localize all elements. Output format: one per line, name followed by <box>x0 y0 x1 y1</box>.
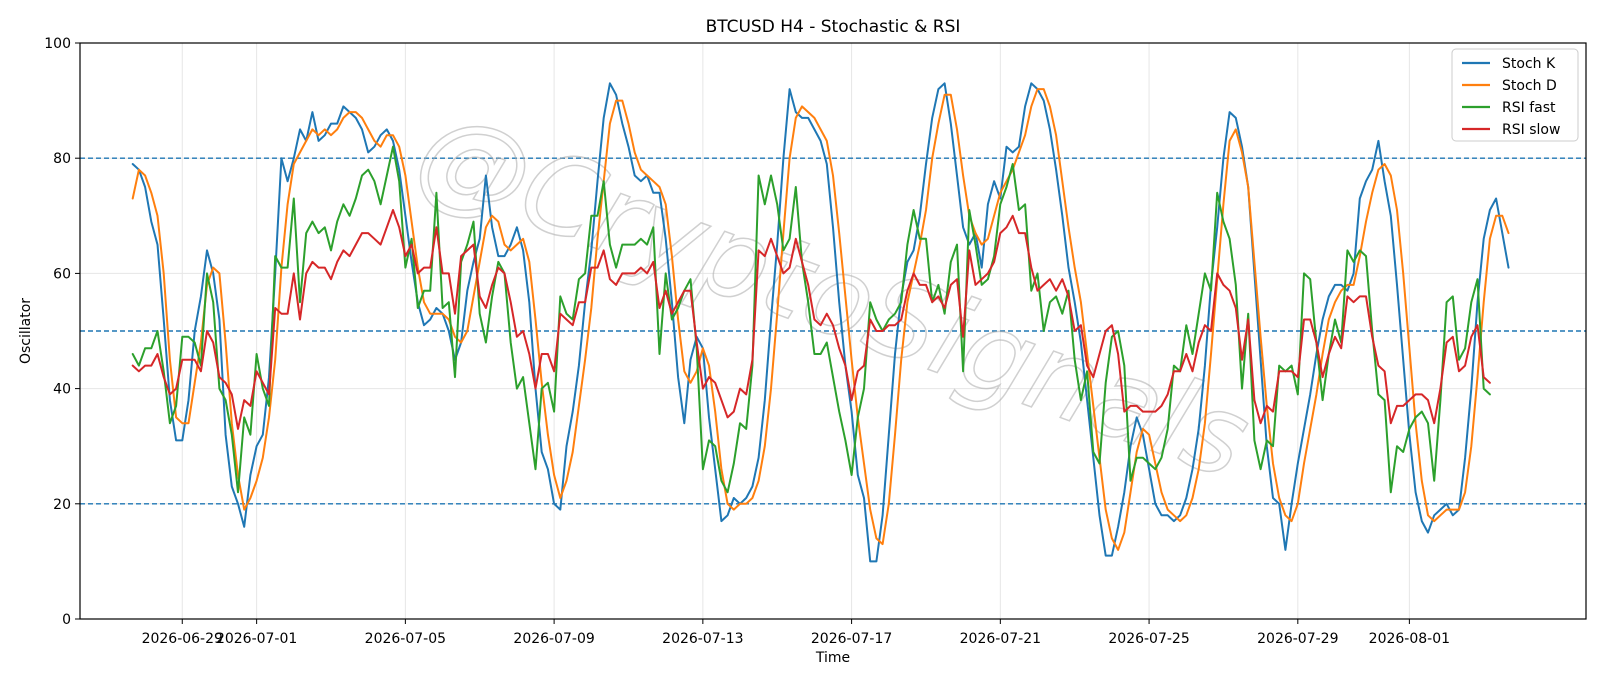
x-axis-label: Time <box>815 650 850 666</box>
x-tick-label: 2026-06-29 <box>142 631 223 647</box>
y-tick-label: 0 <box>62 612 71 628</box>
legend-label-stoch-k: Stoch K <box>1502 56 1556 72</box>
x-tick-label: 2026-07-17 <box>811 631 892 647</box>
x-tick-label: 2026-07-21 <box>960 631 1041 647</box>
x-tick-label: 2026-07-09 <box>513 631 594 647</box>
plot-frame <box>79 42 1587 620</box>
x-tick-label: 2026-07-01 <box>216 631 297 647</box>
x-tick-label: 2026-07-29 <box>1257 631 1338 647</box>
series-line-stoch-k <box>131 82 1510 563</box>
y-tick-label: 100 <box>44 36 71 52</box>
x-tick-label: 2026-07-13 <box>662 631 743 647</box>
y-tick-label: 20 <box>53 497 71 513</box>
x-tick-label: 2026-08-01 <box>1369 631 1450 647</box>
y-tick-label: 40 <box>53 382 71 398</box>
series-line-stoch-d <box>131 88 1510 551</box>
series-lines <box>131 82 1510 563</box>
legend-label-stoch-d: Stoch D <box>1502 78 1557 94</box>
chart-title: BTCUSD H4 - Stochastic & RSI <box>706 17 961 37</box>
legend-box <box>1451 48 1579 142</box>
reference-lines <box>80 157 1586 505</box>
y-tick-label: 80 <box>53 151 71 167</box>
legend-label-rsi-fast: RSI fast <box>1502 100 1556 116</box>
y-tick-label: 60 <box>53 266 71 282</box>
series-line-rsi-slow <box>131 209 1491 430</box>
series-line-rsi-fast <box>131 145 1491 494</box>
y-axis-ticks: 0 20 40 60 80 100 <box>44 36 80 628</box>
y-axis-label: Oscillator <box>18 298 34 364</box>
legend-label-rsi-slow: RSI slow <box>1502 122 1560 138</box>
legend: Stoch K Stoch D RSI fast RSI slow <box>1451 48 1579 142</box>
x-tick-label: 2026-07-05 <box>365 631 446 647</box>
x-tick-label: 2026-07-25 <box>1108 631 1189 647</box>
